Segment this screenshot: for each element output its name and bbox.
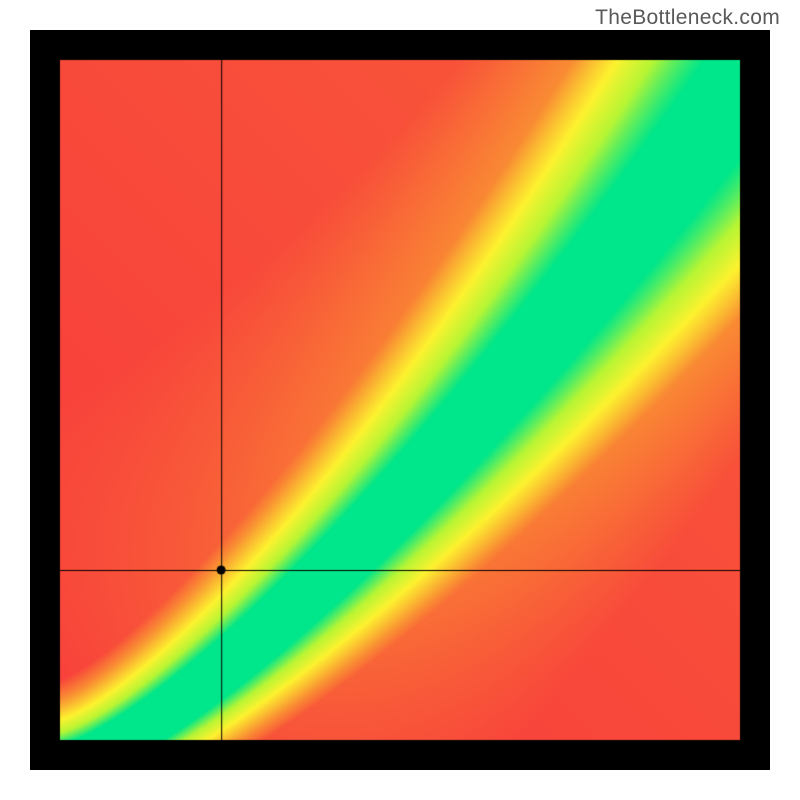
watermark-text: TheBottleneck.com xyxy=(595,6,780,30)
chart-container: TheBottleneck.com xyxy=(0,0,800,800)
plot-frame xyxy=(30,30,770,770)
heatmap-canvas xyxy=(30,30,770,770)
